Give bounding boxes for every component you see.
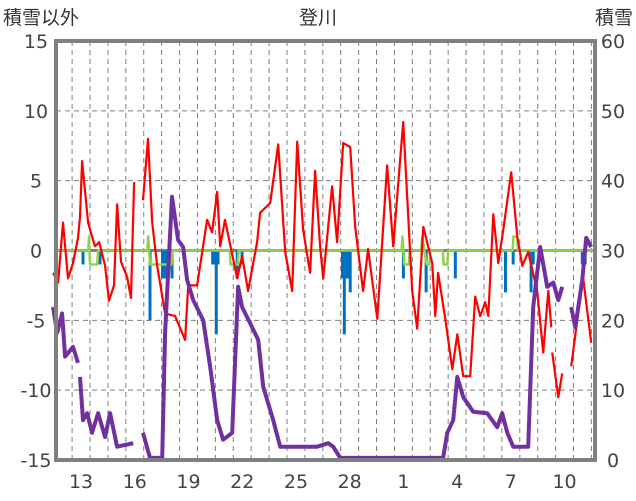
precip-bar (424, 250, 428, 293)
y-tick-right: 20 (601, 310, 625, 332)
y-tick-left: -10 (20, 380, 51, 402)
x-tick: 28 (338, 471, 362, 493)
chart-title: 登川 (299, 7, 337, 29)
x-tick: 22 (230, 471, 254, 493)
precip-bar (214, 250, 218, 335)
precip-bar (342, 250, 346, 335)
x-tick: 4 (451, 471, 463, 493)
y-tick-right: 10 (601, 380, 625, 402)
y-tick-right: 0 (607, 450, 619, 472)
snow_depth-line (51, 194, 593, 460)
precip-bar (344, 250, 348, 279)
x-tick: 13 (69, 471, 93, 493)
y-tick-left: -15 (20, 450, 51, 472)
precip-bar (348, 250, 352, 293)
y-tick-right: 30 (601, 241, 625, 263)
precip-bar (453, 250, 457, 279)
x-tick: 19 (176, 471, 200, 493)
y-tick-left: 15 (24, 31, 48, 53)
precip-bar (81, 250, 85, 265)
precip-bar (148, 250, 152, 321)
precip-bar (341, 250, 345, 279)
y-tick-left: 5 (30, 171, 42, 193)
y-tick-right: 40 (601, 171, 625, 193)
y-tick-left: 10 (24, 101, 48, 123)
x-tick: 1 (397, 471, 409, 493)
x-tick: 7 (505, 471, 517, 493)
precip-bar (531, 250, 535, 265)
precip-bar (346, 250, 350, 279)
y-tick-left: 0 (30, 241, 42, 263)
green-line (56, 235, 595, 266)
x-tick: 16 (123, 471, 147, 493)
precip-bar (211, 250, 215, 265)
temperature-line (52, 120, 593, 399)
precip-bar (98, 250, 102, 265)
right-axis-label: 積雪 (595, 7, 633, 29)
precip-bar (216, 250, 220, 265)
precip-bar (580, 250, 584, 265)
y-tick-left: -5 (27, 310, 46, 332)
precip-bar (212, 250, 216, 265)
series-lines (51, 120, 595, 460)
precip-bar (503, 250, 507, 293)
left-axis-label: 積雪以外 (3, 7, 79, 29)
y-tick-right: 50 (601, 101, 625, 123)
precip-bar (511, 250, 515, 265)
tick-labels: 15 60 10 50 5 40 0 30 -5 20 -10 10 -15 0 13 16 19 22 25 28 1… (20, 31, 625, 493)
plot-frame (54, 39, 597, 462)
x-tick: 25 (284, 471, 308, 493)
y-tick-right: 60 (601, 31, 625, 53)
precip-bar (529, 250, 533, 293)
x-tick: 10 (552, 471, 576, 493)
